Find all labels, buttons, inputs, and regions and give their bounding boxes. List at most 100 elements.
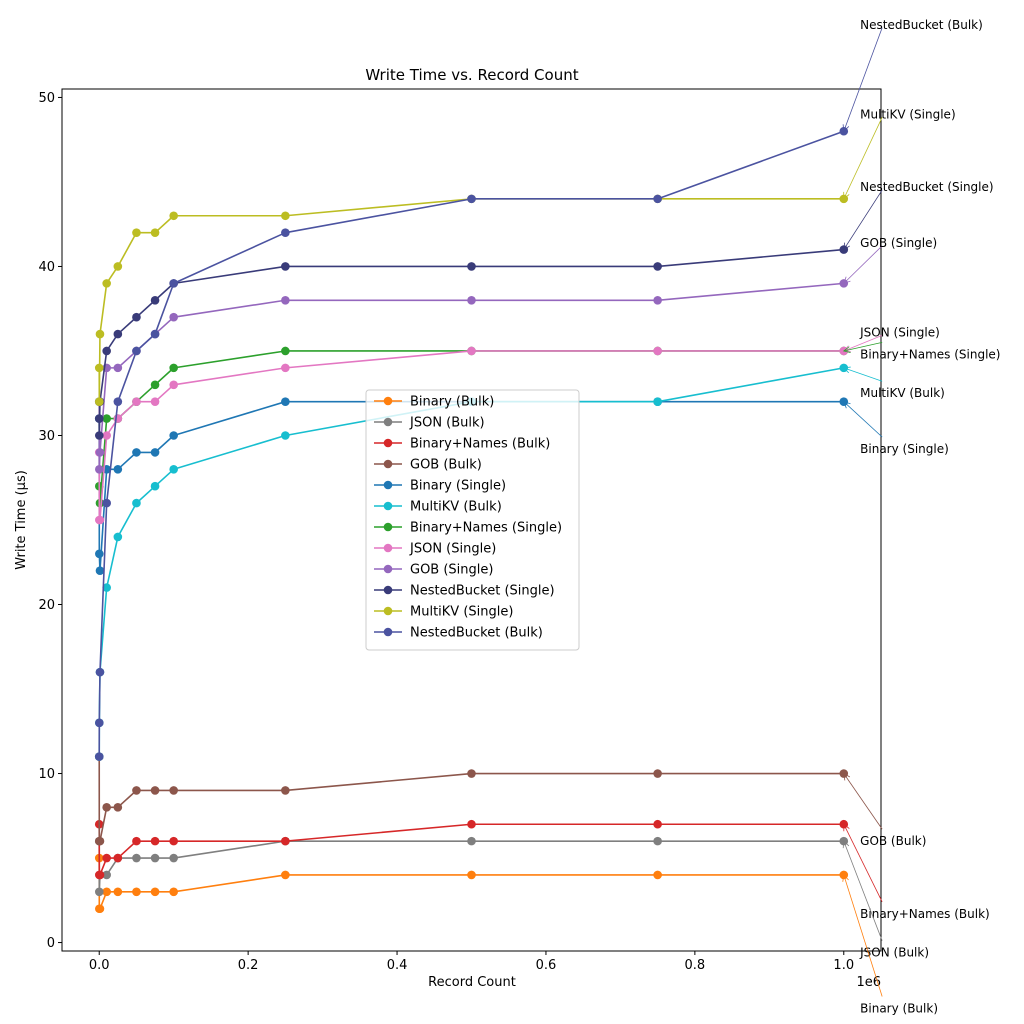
data-point xyxy=(281,295,290,305)
data-point xyxy=(150,397,160,406)
y-tick-label: 20 xyxy=(38,598,55,613)
legend-item: NestedBucket (Bulk) xyxy=(374,626,543,641)
data-point xyxy=(113,363,123,373)
data-point xyxy=(95,329,105,339)
data-point xyxy=(653,397,662,406)
x-tick-label: 0.4 xyxy=(387,958,408,973)
data-point xyxy=(653,836,662,846)
legend-item: Binary+Names (Bulk) xyxy=(374,437,550,452)
legend-item: JSON (Bulk) xyxy=(374,416,485,431)
data-point xyxy=(150,329,160,339)
data-point xyxy=(102,887,111,897)
data-point xyxy=(113,853,123,863)
x-tick-label: 0.6 xyxy=(536,958,557,973)
data-point xyxy=(102,414,111,423)
y-tick-label: 10 xyxy=(38,767,55,782)
data-point xyxy=(467,870,476,880)
legend: Binary (Bulk) JSON (Bulk) Binary+Names (Bu… xyxy=(365,389,580,651)
annotation-arrowhead xyxy=(843,242,850,251)
data-point xyxy=(467,769,476,778)
annotation-arrow xyxy=(843,824,883,902)
y-tick-label: 40 xyxy=(38,260,55,275)
data-point xyxy=(132,836,141,846)
annotations: NestedBucket (Bulk) MultiKV (Single) Neste… xyxy=(842,18,1000,1015)
legend-item: Binary+Names (Single) xyxy=(374,521,562,536)
annotation-arrowhead xyxy=(843,276,851,285)
annotation-label: GOB (Single) xyxy=(860,236,937,250)
data-point xyxy=(95,448,105,457)
annotation-label: NestedBucket (Bulk) xyxy=(860,18,983,32)
data-point xyxy=(95,887,104,897)
data-point xyxy=(132,397,141,406)
data-point xyxy=(169,312,178,322)
data-point xyxy=(169,363,178,373)
data-point xyxy=(132,498,141,508)
annotation-arrowhead xyxy=(842,840,850,849)
data-point xyxy=(169,786,178,795)
annotation-label: Binary (Single) xyxy=(860,442,949,456)
annotation-arrowhead xyxy=(843,823,850,832)
x-tick-label: 0.8 xyxy=(685,958,706,973)
legend-swatch-marker xyxy=(383,522,393,532)
data-point xyxy=(132,346,141,356)
annotation-arrowhead xyxy=(842,124,850,133)
annotation-label: Binary+Names (Single) xyxy=(860,347,1000,361)
data-point xyxy=(653,870,662,880)
x-axis: 0.0 0.2 0.4 0.6 0.8 1.0 xyxy=(89,951,854,973)
legend-label: NestedBucket (Single) xyxy=(410,584,555,599)
annotation-arrow xyxy=(843,401,883,438)
legend-label: GOB (Bulk) xyxy=(410,458,482,473)
data-point xyxy=(132,448,141,457)
data-point xyxy=(467,346,476,356)
data-point xyxy=(281,397,290,406)
data-point xyxy=(113,397,123,406)
data-point xyxy=(281,786,290,795)
data-point xyxy=(102,583,111,592)
y-axis-title: Write Time (µs) xyxy=(14,470,29,570)
legend-swatch-marker xyxy=(383,438,393,448)
data-point xyxy=(281,211,290,221)
legend-swatch-marker xyxy=(383,627,393,637)
legend-swatch-marker xyxy=(383,459,393,469)
data-point xyxy=(281,431,290,440)
legend-item: Binary (Bulk) xyxy=(374,395,494,410)
annotation: MultiKV (Bulk) xyxy=(842,366,945,400)
data-point xyxy=(150,836,160,846)
annotation: MultiKV (Single) xyxy=(843,107,956,200)
legend-item: MultiKV (Bulk) xyxy=(374,500,502,515)
annotation-arrow xyxy=(843,335,883,352)
data-point xyxy=(150,853,160,863)
data-point xyxy=(169,211,178,221)
data-point xyxy=(95,836,105,846)
legend-label: JSON (Single) xyxy=(409,542,496,557)
annotation: Binary (Bulk) xyxy=(842,874,938,1015)
plot-frame xyxy=(61,88,882,952)
data-point xyxy=(169,887,178,897)
series-line xyxy=(98,130,845,757)
annotation: GOB (Bulk) xyxy=(843,772,926,848)
annotation-label: Binary (Bulk) xyxy=(860,1001,938,1015)
annotation-arrow xyxy=(843,27,883,132)
data-point xyxy=(150,228,160,237)
series-binary-plus-names-bulk xyxy=(94,819,849,880)
data-point xyxy=(467,819,476,829)
data-point xyxy=(95,515,105,525)
annotation-arrowhead xyxy=(843,191,850,200)
legend-item: GOB (Single) xyxy=(374,563,493,578)
legend-label: JSON (Bulk) xyxy=(409,416,485,431)
annotation: Binary+Names (Single) xyxy=(842,341,1000,361)
data-point xyxy=(281,836,290,846)
annotation-arrowhead xyxy=(842,874,849,882)
annotation: NestedBucket (Single) xyxy=(843,180,994,251)
legend-label: NestedBucket (Bulk) xyxy=(410,626,543,641)
legend-label: Binary (Single) xyxy=(410,479,506,494)
data-point xyxy=(102,870,111,880)
legend-item: GOB (Bulk) xyxy=(374,458,482,473)
data-point xyxy=(94,752,104,761)
legend-item: JSON (Single) xyxy=(374,542,496,557)
legend-label: GOB (Single) xyxy=(410,563,493,578)
data-point xyxy=(94,363,104,373)
data-point xyxy=(169,836,178,846)
y-tick-label: 30 xyxy=(38,429,55,444)
data-point xyxy=(102,803,111,812)
